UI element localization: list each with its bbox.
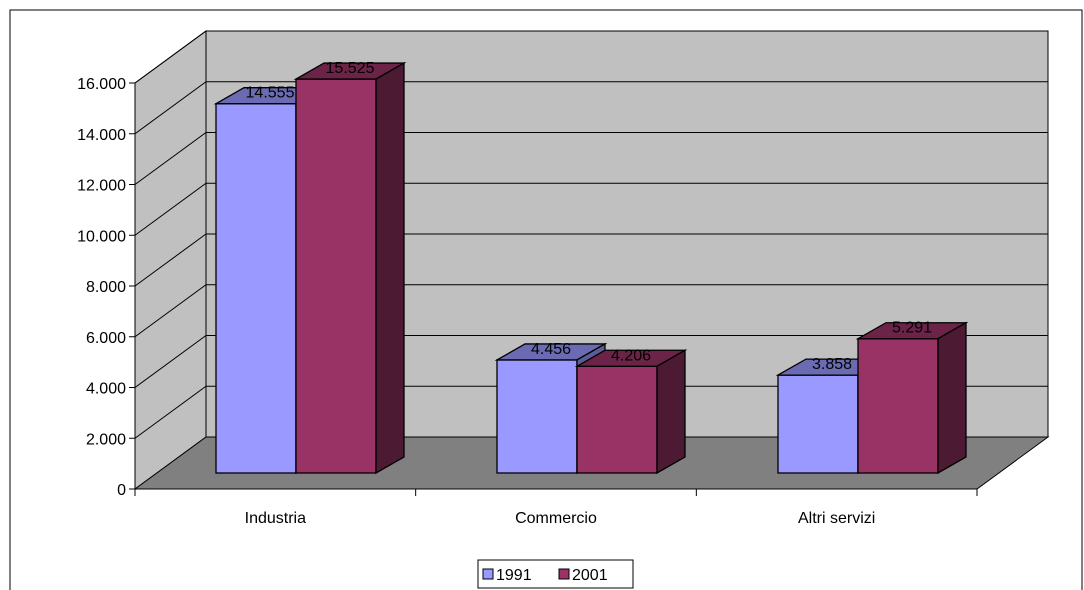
data-label: 3.858	[812, 356, 852, 373]
legend-swatch	[558, 568, 570, 580]
data-label: 4.456	[531, 341, 571, 358]
y-tick-label: 0	[117, 482, 126, 499]
gridline	[134, 182, 1048, 236]
gridline	[134, 81, 1048, 135]
x-tick-label: Altri servizi	[798, 510, 875, 527]
bar-side	[375, 61, 405, 475]
y-tick-label: 16.000	[77, 76, 126, 93]
gridline	[134, 132, 1048, 185]
data-label: 5.291	[892, 320, 932, 337]
y-tick-label: 4.000	[86, 381, 126, 398]
bar-front	[496, 359, 578, 474]
y-tick-label: 6.000	[86, 330, 126, 347]
bar-front	[857, 338, 939, 474]
gridline	[134, 30, 1048, 84]
y-tick-label: 2.000	[86, 431, 126, 448]
bar-side	[937, 321, 967, 475]
bar-front	[777, 374, 859, 474]
gridline	[134, 284, 1048, 338]
x-tick-label: Industria	[245, 510, 306, 527]
y-tick-label: 8.000	[86, 279, 126, 296]
x-tick-label: Commercio	[515, 510, 597, 527]
bar	[855, 321, 969, 475]
data-label: 4.206	[611, 347, 651, 364]
bar-front	[215, 103, 297, 474]
data-label: 15.525	[326, 60, 375, 77]
bar-front	[295, 78, 377, 474]
gridline	[134, 233, 1048, 287]
y-tick-label: 12.000	[77, 178, 126, 195]
legend-entry-label: 2001	[572, 567, 608, 584]
y-tick-label: 10.000	[77, 228, 126, 245]
y-tick-label: 14.000	[77, 127, 126, 144]
gridline	[134, 385, 1048, 439]
bar-front	[576, 365, 658, 474]
bar	[574, 349, 688, 475]
bar	[293, 61, 407, 475]
gridline	[134, 335, 1048, 388]
legend-swatch	[482, 568, 494, 580]
data-label: 14.555	[246, 85, 295, 102]
legend-box	[477, 559, 634, 589]
legend-entry-label: 1991	[496, 567, 532, 584]
bar-side	[656, 349, 686, 475]
